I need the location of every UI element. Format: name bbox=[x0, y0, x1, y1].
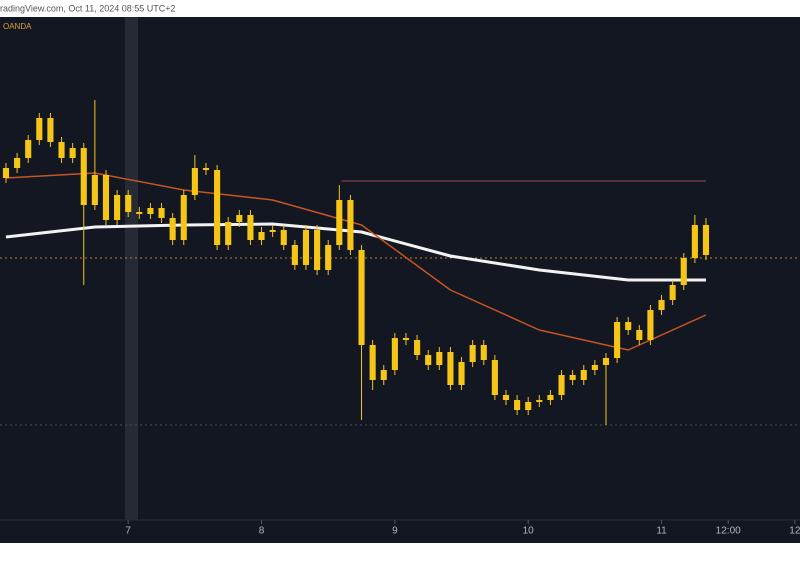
symbol-label: OANDA bbox=[3, 22, 32, 31]
candle-body bbox=[102, 175, 110, 220]
candle-body bbox=[69, 148, 76, 158]
candle-body bbox=[625, 322, 632, 330]
candle-body bbox=[191, 168, 198, 195]
moving-average bbox=[5, 172, 707, 351]
candle-body bbox=[514, 400, 521, 410]
candle-body bbox=[125, 195, 132, 212]
candle-body bbox=[80, 148, 87, 205]
candle-body bbox=[302, 230, 310, 265]
candle-body bbox=[636, 330, 643, 340]
candle-body bbox=[602, 358, 610, 365]
candle-body bbox=[525, 402, 532, 410]
candle-body bbox=[647, 310, 654, 340]
x-tick-label: 12 bbox=[789, 526, 800, 537]
candle-body bbox=[47, 118, 54, 142]
candle-body bbox=[658, 300, 665, 310]
candle-body bbox=[491, 360, 498, 395]
candle-body bbox=[680, 258, 687, 285]
candle-body bbox=[136, 212, 143, 214]
candle-body bbox=[614, 322, 621, 358]
x-tick-label: 11 bbox=[656, 526, 667, 537]
candle-body bbox=[591, 365, 598, 370]
candle-body bbox=[502, 395, 510, 400]
candle-body bbox=[558, 375, 565, 395]
candle-body bbox=[36, 118, 43, 140]
candle-body bbox=[325, 245, 332, 270]
candle-body bbox=[236, 215, 243, 222]
candle-body bbox=[14, 158, 21, 168]
plot: 7 8 9 10 11 12:00 12 bbox=[0, 100, 800, 537]
candle-body bbox=[314, 230, 321, 270]
candle-body bbox=[336, 200, 343, 245]
candle-body bbox=[547, 395, 554, 400]
candle-body bbox=[358, 250, 365, 345]
candle-body bbox=[414, 340, 421, 355]
candle-body bbox=[458, 362, 465, 385]
candle-body bbox=[214, 170, 221, 245]
candle-body bbox=[225, 222, 232, 245]
candle-body bbox=[425, 355, 432, 365]
candle-body bbox=[536, 400, 543, 402]
candle-body bbox=[380, 370, 387, 380]
candle-body bbox=[269, 230, 276, 232]
source-caption: radingView.com, Oct 11, 2024 08:55 UTC+2 bbox=[0, 3, 176, 13]
x-tick-label: 12:00 bbox=[716, 526, 741, 537]
candle-body bbox=[669, 285, 676, 300]
candle-body bbox=[58, 142, 65, 158]
candle-body bbox=[391, 338, 398, 370]
candle-body bbox=[147, 208, 154, 214]
moving-average bbox=[5, 222, 706, 282]
candle-body bbox=[702, 225, 710, 255]
candle-body bbox=[691, 225, 698, 258]
x-tick-label: 10 bbox=[523, 526, 535, 537]
candle-body bbox=[280, 230, 287, 245]
candle-body bbox=[258, 232, 265, 240]
candle-body bbox=[369, 345, 376, 380]
candle-body bbox=[91, 175, 98, 205]
candle-body bbox=[180, 195, 187, 240]
candle-body bbox=[247, 215, 254, 240]
x-tick-label: 7 bbox=[125, 526, 131, 537]
candle-body bbox=[25, 140, 32, 158]
candle-body bbox=[158, 208, 165, 218]
candle-body bbox=[2, 168, 10, 178]
candle-body bbox=[569, 375, 576, 380]
candle-body bbox=[291, 245, 298, 265]
candle-body bbox=[402, 338, 410, 340]
candle-body bbox=[469, 345, 476, 362]
candle-body bbox=[580, 370, 587, 380]
x-tick-label: 8 bbox=[259, 526, 265, 537]
header-bar bbox=[0, 0, 800, 17]
candle-body bbox=[436, 352, 443, 365]
candle-body bbox=[447, 352, 454, 385]
candle-body bbox=[114, 195, 121, 220]
candle-body bbox=[347, 200, 354, 250]
candle-body bbox=[169, 218, 176, 240]
candle-body bbox=[480, 345, 487, 360]
candle-body bbox=[202, 168, 210, 170]
x-tick-label: 9 bbox=[392, 526, 398, 537]
highlight-band bbox=[125, 17, 138, 520]
